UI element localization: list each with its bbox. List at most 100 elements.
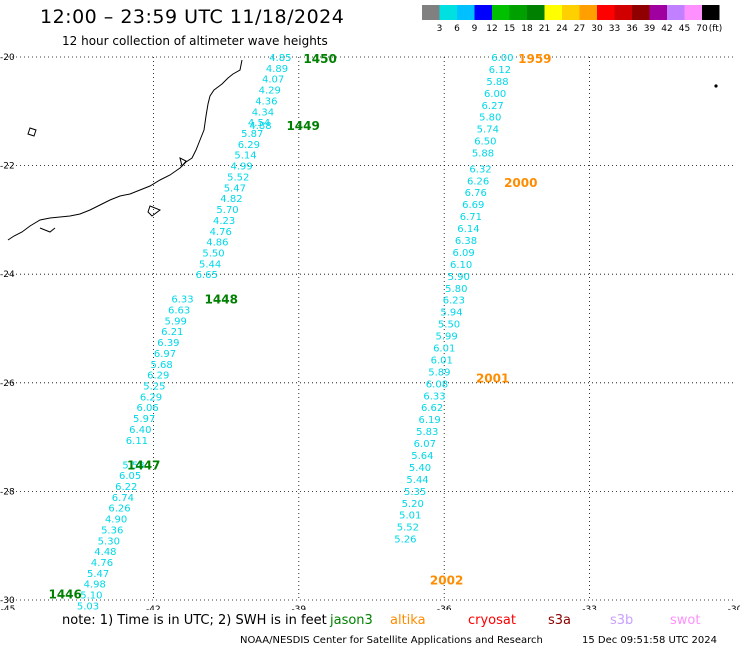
wave-height-value: 6.62 xyxy=(421,403,443,414)
wave-height-value: 5.35 xyxy=(404,487,426,498)
island-1 xyxy=(27,127,37,137)
pass-time-label: 2002 xyxy=(430,573,463,587)
legend-label: 24 xyxy=(556,24,568,34)
wave-height-value: 5.03 xyxy=(77,601,99,610)
wave-height-value: 5.70 xyxy=(216,205,238,216)
wave-height-value: 6.65 xyxy=(196,270,218,281)
wave-height-value: 6.01 xyxy=(433,344,455,355)
wave-height-value: 6.39 xyxy=(157,338,179,349)
wave-height-value: 6.26 xyxy=(467,176,489,187)
page-subtitle: 12 hour collection of altimeter wave hei… xyxy=(62,34,328,48)
wave-height-value: 6.38 xyxy=(455,236,477,247)
wave-height-value: 6.27 xyxy=(482,101,504,112)
wave-height-value: 4.86 xyxy=(206,238,228,249)
wave-height-value: 6.63 xyxy=(168,305,190,316)
wave-height-value: 6.19 xyxy=(419,415,441,426)
legend-label: 45 xyxy=(679,24,690,34)
wave-height-value: 5.52 xyxy=(397,523,419,534)
legend-label: 12 xyxy=(486,24,497,34)
legend-label: 33 xyxy=(609,24,620,34)
wave-height-value: 5.26 xyxy=(394,535,416,546)
legend-swatch xyxy=(614,5,632,20)
lon-tick-label: -39 xyxy=(291,605,306,610)
wave-height-value: 5.44 xyxy=(406,475,428,486)
legend-swatch xyxy=(457,5,475,20)
wave-height-value: 6.14 xyxy=(457,224,479,235)
wave-height-value: 4.89 xyxy=(266,64,288,75)
island-2 xyxy=(179,157,187,168)
wave-height-value: 5.36 xyxy=(101,525,123,536)
wave-height-value: 4.98 xyxy=(84,580,106,591)
wave-height-value: 6.26 xyxy=(108,504,130,515)
wave-height-value: 4.48 xyxy=(94,547,116,558)
wave-height-value: 6.76 xyxy=(465,188,487,199)
lon-tick-label: -45 xyxy=(1,605,16,610)
wave-height-value: 4.07 xyxy=(262,75,284,86)
wave-height-value: 4.36 xyxy=(255,96,277,107)
wave-height-value: 5.99 xyxy=(165,316,187,327)
lat-tick-label: -30 xyxy=(0,596,15,606)
lon-tick-label: -42 xyxy=(146,605,161,610)
wave-height-value: 5.88 xyxy=(486,77,508,88)
pass-time-label: 2001 xyxy=(476,371,509,385)
satellite-s3a: s3a xyxy=(548,613,572,628)
wave-height-value: 6.05 xyxy=(119,471,141,482)
inlet-coast xyxy=(39,227,56,233)
legend-swatch xyxy=(684,5,702,20)
pass-time-label: 1450 xyxy=(303,52,336,66)
legend-swatch xyxy=(509,5,527,20)
wave-height-value: 6.29 xyxy=(147,371,169,382)
lat-tick-label: -26 xyxy=(0,379,15,389)
legend-label: 15 xyxy=(504,24,515,34)
altimeter-map: -45 -42 -39 -36 -33 -30 -20 -22 -24 -26 -28 -30 4.8… xyxy=(0,52,740,610)
pass-time-label: 1959 xyxy=(518,52,551,66)
wave-height-value: 5.83 xyxy=(416,427,438,438)
legend-swatch xyxy=(667,5,685,20)
pass-time-label: 1449 xyxy=(286,119,319,133)
wave-height-value: 4.54 xyxy=(248,118,270,129)
satellite-s3b: s3b xyxy=(610,613,634,628)
legend-label: 30 xyxy=(591,24,603,34)
wave-height-value: 6.23 xyxy=(443,296,465,307)
credit-text: NOAA/NESDIS Center for Satellite Applica… xyxy=(240,635,543,646)
wave-height-value: 4.23 xyxy=(213,216,235,227)
wave-height-value: 6.10 xyxy=(450,260,472,271)
bay-outline xyxy=(147,205,162,217)
wave-height-value: 6.22 xyxy=(115,482,137,493)
legend-label: 18 xyxy=(521,24,533,34)
wave-height-value: 4.82 xyxy=(220,194,242,205)
legend-swatch xyxy=(527,5,545,20)
legend-swatch xyxy=(649,5,667,20)
wave-height-value: 5.88 xyxy=(472,149,494,160)
wave-height-value: 5.97 xyxy=(133,414,155,425)
legend-swatch xyxy=(579,5,597,20)
wave-height-value: 5.80 xyxy=(445,284,467,295)
wave-height-value: 5.52 xyxy=(227,172,249,183)
pass-time-label: 1448 xyxy=(205,293,238,307)
pass-time-label: 1446 xyxy=(48,587,81,601)
lon-tick-label: -36 xyxy=(437,605,452,610)
wave-height-value: 5.87 xyxy=(241,129,263,140)
wave-height-value: 5.99 xyxy=(435,332,457,343)
wave-height-value: 5.30 xyxy=(98,536,120,547)
coastline xyxy=(7,59,243,241)
wave-height-value: 5.64 xyxy=(411,451,433,462)
wave-height-value: 6.32 xyxy=(469,164,491,175)
legend-swatch xyxy=(597,5,615,20)
satellite-jason3: jason3 xyxy=(330,613,373,628)
satellite-swot: swot xyxy=(670,613,701,628)
wave-height-value: 6.97 xyxy=(154,349,176,360)
generated-timestamp: 15 Dec 09:51:58 UTC 2024 xyxy=(582,635,717,646)
wave-height-value: 4.34 xyxy=(252,107,274,118)
wave-height-value: 6.12 xyxy=(489,65,511,76)
wave-height-value: 6.11 xyxy=(126,436,148,447)
wave-height-value: 6.33 xyxy=(171,295,193,306)
wave-height-value: 5.58 xyxy=(122,460,144,471)
wave-height-value: 5.74 xyxy=(477,125,499,136)
island-dot xyxy=(714,84,718,88)
legend-label: 39 xyxy=(644,24,656,34)
pass-time-label: 1447 xyxy=(127,458,160,472)
wave-height-value: 5.47 xyxy=(224,183,246,194)
legend-label: 6 xyxy=(454,24,460,34)
wave-height-value: 6.09 xyxy=(452,248,474,259)
